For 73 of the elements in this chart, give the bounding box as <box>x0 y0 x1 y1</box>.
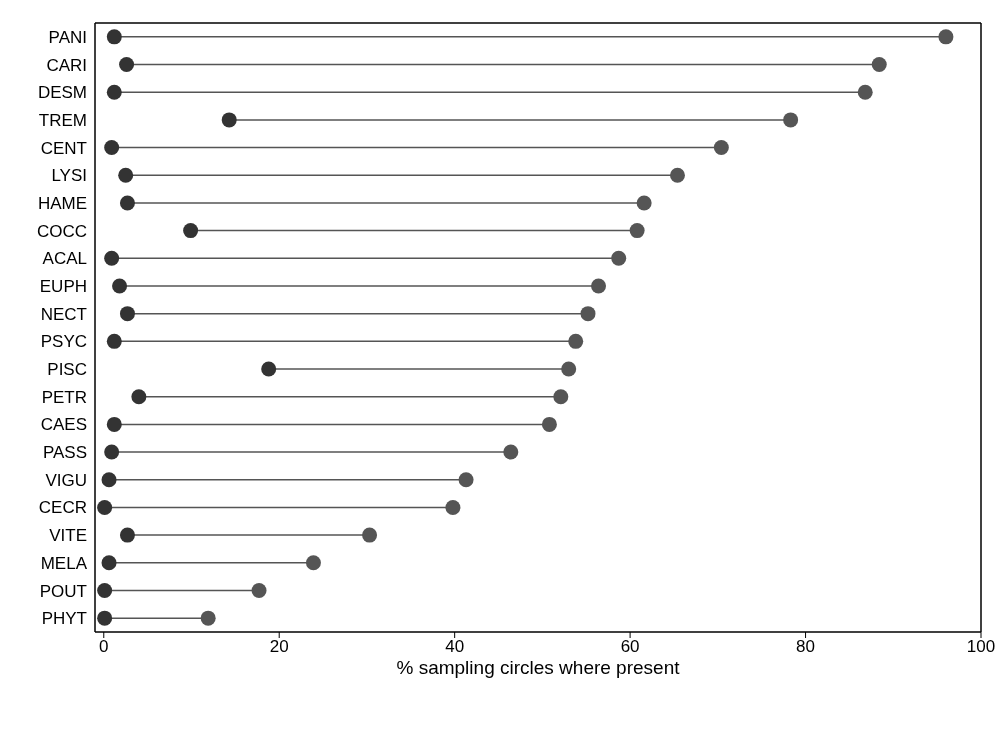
point <box>871 57 887 73</box>
point <box>636 195 652 211</box>
point <box>713 140 729 156</box>
point <box>580 306 596 322</box>
point <box>458 472 474 488</box>
point <box>561 361 577 377</box>
y-tick-label: PISC <box>47 360 87 380</box>
point <box>106 333 122 349</box>
point <box>541 416 557 432</box>
point <box>221 112 237 128</box>
point <box>101 472 117 488</box>
point <box>104 444 120 460</box>
point <box>362 527 378 543</box>
point <box>251 582 267 598</box>
point <box>568 333 584 349</box>
point <box>106 29 122 45</box>
point <box>200 610 216 626</box>
point <box>119 57 135 73</box>
y-tick-label: PETR <box>41 387 87 407</box>
y-tick-label: NECT <box>40 304 87 324</box>
y-tick-label: PASS <box>42 443 87 463</box>
y-tick-label: CAES <box>40 415 87 435</box>
x-tick-label: 60 <box>620 637 640 657</box>
y-tick-label: VITE <box>49 526 87 546</box>
y-tick-label: PANI <box>48 27 87 47</box>
point <box>261 361 277 377</box>
y-tick-label: EUPH <box>39 277 87 297</box>
point <box>857 84 873 100</box>
y-tick-label: TREM <box>38 110 87 130</box>
point <box>119 195 135 211</box>
point <box>783 112 799 128</box>
x-axis-title: % sampling circles where present <box>396 657 681 678</box>
y-tick-label: VIGU <box>45 470 87 490</box>
point <box>104 250 120 266</box>
x-tick-label: 100 <box>966 637 996 657</box>
x-tick-label: 40 <box>445 637 465 657</box>
y-tick-label: DESM <box>37 83 87 103</box>
point <box>97 610 113 626</box>
point <box>118 167 134 183</box>
y-tick-label: LYSI <box>51 166 87 186</box>
point <box>591 278 607 294</box>
point <box>611 250 627 266</box>
point <box>106 416 122 432</box>
point <box>119 306 135 322</box>
point <box>445 499 461 515</box>
point <box>97 499 113 515</box>
point <box>106 84 122 100</box>
point <box>183 223 199 239</box>
x-tick-label: 0 <box>99 637 109 657</box>
x-tick-label: 80 <box>796 637 816 657</box>
y-tick-label: COCC <box>36 221 87 241</box>
y-tick-label: CARI <box>46 55 87 75</box>
point <box>131 389 147 405</box>
point <box>305 555 321 571</box>
y-tick-label: HAME <box>37 193 87 213</box>
y-tick-label: CENT <box>40 138 87 158</box>
y-tick-label: MELA <box>40 553 88 573</box>
point <box>938 29 954 45</box>
point <box>553 389 569 405</box>
y-tick-label: PHYT <box>41 609 87 629</box>
point <box>104 140 120 156</box>
point <box>119 527 135 543</box>
x-tick-label: 20 <box>269 637 289 657</box>
y-tick-label: CECR <box>38 498 87 518</box>
point <box>101 555 117 571</box>
point <box>629 223 645 239</box>
point <box>112 278 128 294</box>
y-tick-label: PSYC <box>40 332 87 352</box>
y-tick-label: ACAL <box>42 249 87 269</box>
point <box>97 582 113 598</box>
y-tick-label: POUT <box>39 581 87 601</box>
point <box>503 444 519 460</box>
point <box>669 167 685 183</box>
